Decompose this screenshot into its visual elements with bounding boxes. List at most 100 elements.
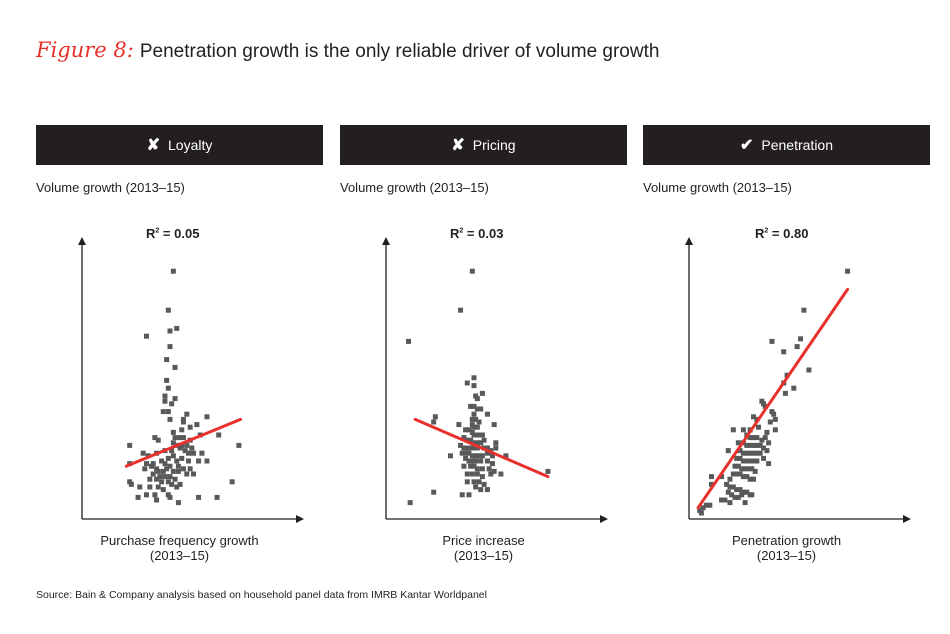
data-point [735,463,741,469]
data-point [128,481,134,487]
data-point [150,471,156,477]
data-point [700,505,706,511]
data-point [474,440,480,446]
data-point [757,450,763,456]
data-point [180,466,186,472]
data-point [160,468,166,474]
data-point [174,458,180,464]
data-point [175,500,181,506]
data-point [761,401,767,407]
x-axis-arrow [903,515,911,523]
data-point [167,416,173,422]
data-point [742,500,748,506]
data-point [473,432,479,438]
data-point [164,357,170,363]
data-point [484,487,490,493]
data-point [473,484,479,490]
data-point [719,474,725,480]
data-point [471,445,477,451]
y-axis-label: Volume growth (2013–15) [643,180,792,195]
data-point [769,338,775,344]
data-point [752,468,758,474]
y-axis-label: Volume growth (2013–15) [36,180,185,195]
x-axis-title: Purchase frequency growth [100,533,259,548]
data-point [762,435,768,441]
data-point [740,450,746,456]
data-point [184,471,190,477]
data-point [154,466,160,472]
data-point [478,458,484,464]
data-point [165,455,171,461]
data-point [464,479,470,485]
data-point [766,440,772,446]
data-point [469,268,475,274]
data-point [474,406,480,412]
data-point [182,448,188,454]
data-point [750,450,756,456]
data-point [740,458,746,464]
data-point [165,492,171,498]
panel-header-label: Penetration [761,137,833,153]
figure-title-text: Penetration growth is the only reliable … [139,41,660,62]
scatter-plot [685,237,911,523]
data-point [782,390,788,396]
data-point [484,458,490,464]
data-point [747,458,753,464]
data-point [165,385,171,391]
data-point [732,494,738,500]
x-axis-arrow [296,515,304,523]
data-point [167,474,173,480]
data-point [216,432,222,438]
data-point [157,474,163,480]
data-point [199,450,205,456]
data-point [750,458,756,464]
data-point [150,461,156,467]
r-squared-label: R2 = 0.80 [755,226,809,241]
data-point [479,390,485,396]
data-point [730,427,736,433]
data-point [734,455,740,461]
data-point [725,489,731,495]
data-point [185,450,191,456]
scatter-plot [382,237,608,523]
data-point [484,445,490,451]
data-point [466,450,472,456]
data-point [730,484,736,490]
data-point [491,422,497,428]
data-point [744,458,750,464]
data-point [187,424,193,430]
data-point [489,461,495,467]
data-point [137,484,143,490]
data-point [489,453,495,459]
data-point [159,458,165,464]
data-point [160,409,166,415]
data-point [473,393,479,399]
data-point [142,466,148,472]
data-point [740,427,746,433]
data-point [229,479,235,485]
chart-panel-loyalty: ✘ Loyalty Volume growth (2013–15) R2 = 0… [36,125,323,565]
data-point [740,474,746,480]
panel-header-label: Loyalty [168,137,213,153]
data-point [468,463,474,469]
data-point [722,497,728,503]
data-point [754,458,760,464]
data-point [170,468,176,474]
scatter-plot [78,237,304,523]
data-point [459,492,465,498]
trend-line [696,287,850,510]
x-axis-subtitle: (2013–15) [453,548,514,563]
data-point [140,450,146,456]
data-point [749,466,755,472]
data-point [771,411,777,417]
data-point [474,471,480,477]
data-point [478,440,484,446]
data-point [725,448,731,454]
data-point [781,349,787,355]
data-point [461,445,467,451]
data-point [801,307,807,313]
data-point [179,427,185,433]
data-point [177,481,183,487]
data-point [697,507,703,513]
data-point [724,481,730,487]
